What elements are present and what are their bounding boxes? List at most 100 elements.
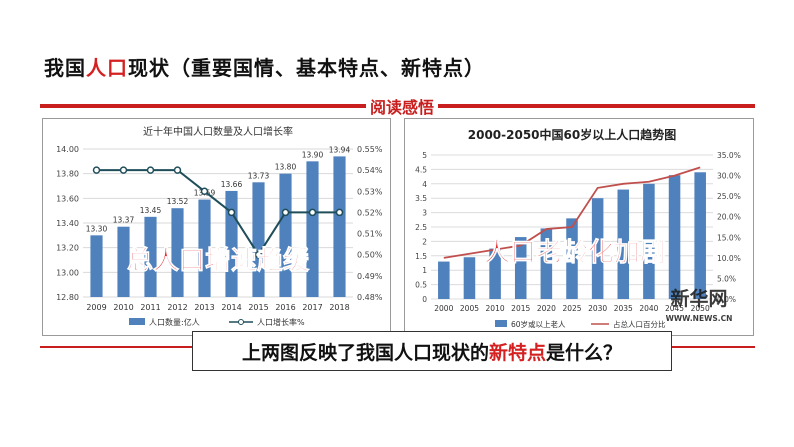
x-tick-label: 2014: [221, 303, 241, 312]
legend-swatch-marker: [238, 319, 244, 325]
overlay-annotation: 人口老龄化加剧: [484, 237, 666, 268]
legend-label: 人口数量:亿人: [149, 317, 200, 327]
x-tick-label: 2012: [167, 303, 187, 312]
y-tick-label: 13.00: [56, 268, 79, 277]
y-tick-label: 2.5: [415, 223, 427, 232]
y-tick-label: 4: [422, 180, 427, 189]
y2-tick-label: 0.51%: [357, 230, 383, 239]
growth-rate-point: [281, 208, 290, 217]
bar: [171, 208, 184, 297]
right-chart-panel: 2000-2050中国60岁以上人口趋势图 5 4.5 4 3.5 3 2.5 2 1.5 1 0.…: [404, 118, 754, 336]
bar: [514, 237, 527, 299]
y-tick-label: 1: [422, 266, 427, 275]
bar: [225, 190, 238, 297]
bar: [643, 183, 655, 299]
y2-tick-label: 0.48%: [357, 293, 383, 302]
title-part-1: 我国: [44, 56, 86, 80]
x-tick-label: 2015: [511, 304, 530, 313]
legend-swatch-bar: [495, 320, 507, 327]
growth-rate-point: [200, 187, 209, 196]
y-tick-label: 4.5: [415, 165, 427, 174]
y-tick-label: 0: [422, 295, 427, 304]
bar: [306, 161, 319, 297]
legend-label: 人口增长率%: [257, 317, 305, 327]
y2-tick-label: 5.0%: [717, 274, 736, 283]
y-tick-label: 1.5: [415, 252, 427, 261]
watermark-url: WWW.NEWS.CN: [666, 314, 733, 323]
y-tick-label: 14.00: [56, 145, 79, 154]
bar: [333, 156, 346, 297]
percentage-line: [443, 166, 701, 259]
x-tick-label: 2016: [275, 303, 295, 312]
x-tick-label: 2040: [639, 304, 658, 313]
data-label: 13.94: [329, 145, 351, 154]
x-tick-label: 2030: [588, 304, 607, 313]
bar: [489, 248, 501, 299]
x-tick-label: 2045: [665, 304, 684, 313]
y-tick-label: 13.40: [56, 219, 79, 228]
data-label: 13.37: [113, 216, 135, 225]
y-tick-label: 13.80: [56, 170, 79, 179]
growth-rate-point: [254, 250, 263, 259]
y-tick-label: 13.20: [56, 244, 79, 253]
bar: [540, 228, 553, 299]
x-tick-label: 2050: [691, 304, 710, 313]
y2-tick-label: 0.50%: [357, 251, 383, 260]
bar: [694, 172, 706, 299]
question-box: 上两图反映了我国人口现状的 新特点 是什么？: [192, 331, 672, 371]
bar: [566, 218, 578, 299]
data-label: 13.52: [167, 197, 189, 206]
y-tick-label: 12.80: [56, 293, 79, 302]
data-label: 13.90: [302, 150, 324, 159]
bar: [198, 199, 211, 297]
growth-rate-point: [308, 208, 317, 217]
y2-tick-label: 0.52%: [357, 208, 383, 217]
growth-rate-point: [146, 166, 155, 174]
y2-tick-label: 0.0%: [717, 295, 736, 304]
chart-title: 2000-2050中国60岁以上人口趋势图: [468, 127, 676, 142]
x-tick-label: 2025: [562, 304, 581, 313]
overlay-annotation: 总人口增速趋缓: [127, 245, 310, 276]
y-tick-label: 13.60: [56, 194, 79, 203]
y2-tick-label: 30.0%: [717, 172, 741, 181]
y2-tick-label: 35.0%: [717, 151, 741, 160]
y-tick-label: 0.5: [415, 281, 427, 290]
bar: [438, 261, 450, 299]
bar: [144, 216, 157, 297]
y2-tick-label: 10.0%: [717, 254, 741, 263]
bar: [617, 189, 630, 299]
title-part-2: 现状（重要国情、基本特点、新特点）: [128, 56, 485, 80]
x-tick-label: 2000: [434, 304, 453, 313]
bar: [117, 226, 130, 297]
x-tick-label: 2017: [302, 303, 322, 312]
question-part-2: 是什么？: [546, 341, 623, 364]
data-label: 13.30: [86, 224, 108, 233]
y-tick-label: 5: [422, 151, 427, 160]
growth-rate-point: [173, 166, 182, 174]
bar: [591, 198, 604, 299]
x-tick-label: 2010: [486, 304, 505, 313]
y2-tick-label: 0.54%: [357, 166, 383, 175]
population-chart: 近十年中国人口数量及人口增长率 14.00 13.80 13.60 13.40 13.20…: [56, 125, 383, 327]
x-tick-label: 2010: [113, 303, 133, 312]
question-highlight: 新特点: [488, 341, 546, 364]
y2-tick-label: 0.55%: [357, 145, 383, 154]
y-tick-label: 3: [422, 209, 427, 218]
legend-swatch-bar: [129, 318, 145, 325]
legend-label: 占总人口百分比: [613, 319, 666, 329]
y2-tick-label: 0.49%: [357, 272, 383, 281]
data-label: 13.66: [221, 180, 243, 189]
watermark-logo: 新华网: [670, 287, 727, 310]
question-part-1: 上两图反映了我国人口现状的: [241, 341, 489, 364]
data-label: 13.80: [275, 163, 297, 172]
y-tick-label: 3.5: [415, 194, 427, 203]
x-tick-label: 2035: [614, 304, 633, 313]
x-tick-label: 2013: [194, 303, 214, 312]
y2-tick-label: 15.0%: [717, 233, 741, 242]
aging-chart: 2000-2050中国60岁以上人口趋势图54.543.532.521.510.…: [415, 127, 741, 329]
data-label: 13.45: [140, 206, 162, 215]
growth-rate-point: [119, 166, 128, 174]
section-badge: 阅读感悟: [366, 94, 439, 118]
growth-rate-point: [335, 208, 344, 217]
y2-tick-label: 25.0%: [717, 192, 741, 201]
